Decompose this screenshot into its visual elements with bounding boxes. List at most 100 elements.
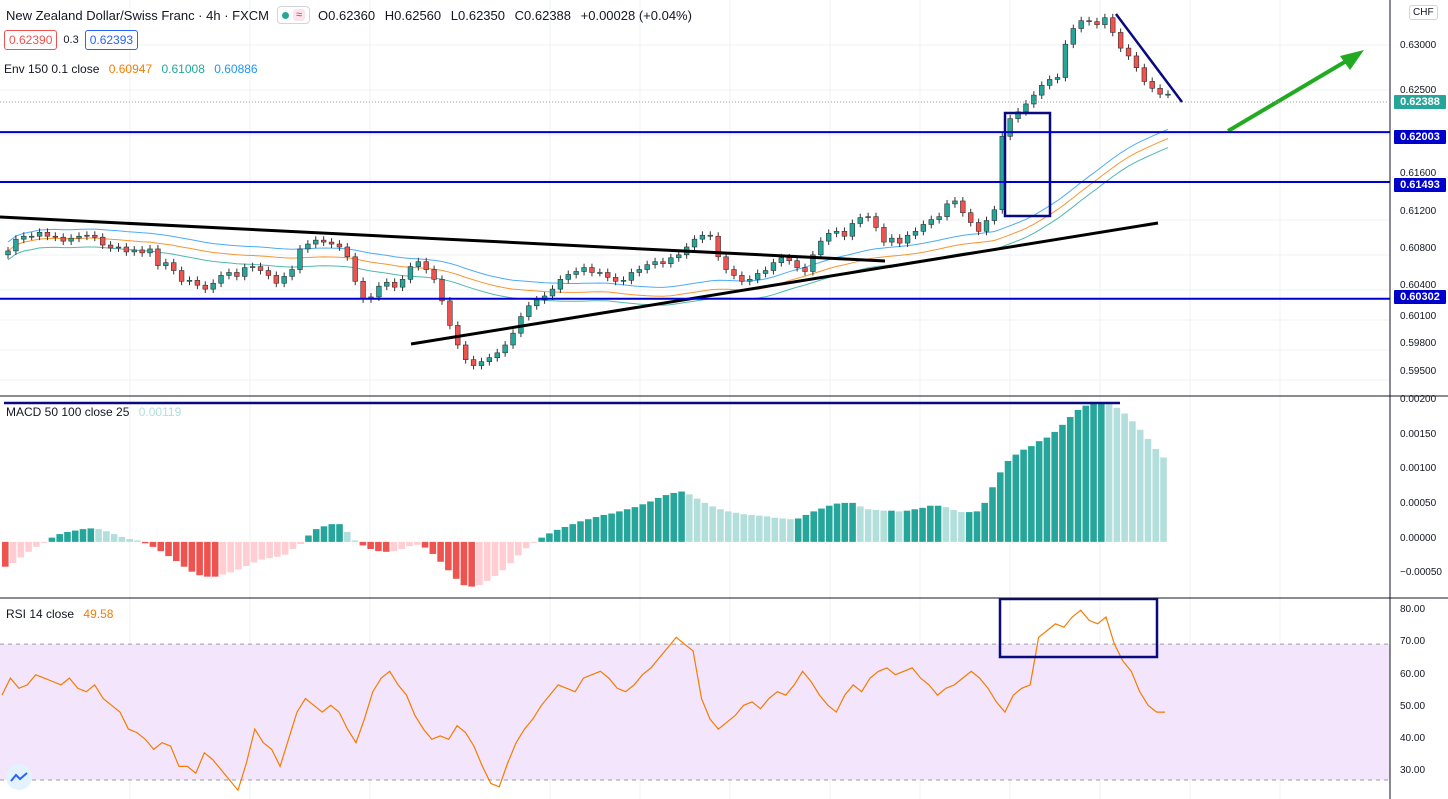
candle-body <box>731 269 737 276</box>
macd-bar <box>942 507 950 542</box>
macd-bar <box>336 524 343 542</box>
candle-body <box>644 264 650 270</box>
macd-bar <box>1121 413 1128 542</box>
candle-body <box>305 243 311 250</box>
macd-bar <box>996 472 1004 542</box>
macd-bar <box>126 539 133 542</box>
macd-bar <box>390 541 398 552</box>
macd-bar <box>1113 407 1121 542</box>
candle-body <box>1157 87 1163 95</box>
candle-body <box>399 279 406 288</box>
macd-bar <box>522 541 530 549</box>
candle-body <box>873 216 879 228</box>
candle-body <box>273 275 279 284</box>
candle-body <box>502 344 508 354</box>
candle-body <box>889 237 895 243</box>
macd-bar <box>406 541 413 547</box>
macd-value: 0.00119 <box>138 405 182 419</box>
envelope-legend[interactable]: Env 150 0.1 close 0.60947 0.61008 0.6088… <box>4 62 258 76</box>
macd-bar <box>452 541 460 579</box>
macd-bar <box>56 534 63 542</box>
candle-body <box>52 235 59 238</box>
macd-bar <box>281 541 289 555</box>
candle-body <box>328 241 335 245</box>
macd-bar <box>1090 403 1097 542</box>
candle-body <box>1102 17 1108 25</box>
lower-trendline[interactable] <box>410 221 1159 346</box>
macd-bar <box>1051 431 1058 542</box>
candle-body <box>494 352 500 359</box>
macd-bar <box>538 537 545 542</box>
symbol-title[interactable]: New Zealand Dollar/Swiss Franc · 4h · FX… <box>6 7 269 23</box>
candle-body <box>802 267 808 272</box>
macd-bar <box>64 531 71 542</box>
candle-body <box>991 209 998 221</box>
candle-body <box>944 203 950 217</box>
candle-body <box>534 299 540 307</box>
macd-bar <box>204 541 211 577</box>
macd-bar <box>833 503 841 542</box>
macd-bar <box>437 541 444 562</box>
candle-body <box>1149 81 1155 89</box>
candle-body <box>1133 55 1140 69</box>
candle-body <box>234 272 240 277</box>
macd-bar <box>654 497 662 542</box>
macd-bar <box>297 541 304 545</box>
macd-bar <box>507 541 514 564</box>
macd-bar <box>320 526 328 542</box>
macd-legend[interactable]: MACD 50 100 close 25 0.00119 <box>6 405 181 419</box>
macd-bar <box>17 541 25 558</box>
rsi-series[interactable] <box>1 609 1165 792</box>
currency-badge[interactable]: CHF <box>1409 5 1438 20</box>
candle-body <box>794 260 800 268</box>
candle-body <box>44 232 51 237</box>
macd-bar <box>810 511 817 542</box>
drawings-layer[interactable] <box>0 13 1364 659</box>
rsi-overbought-box[interactable] <box>998 597 1159 659</box>
breakout-box[interactable] <box>1003 111 1052 218</box>
macd-bar <box>553 529 561 542</box>
candle-body <box>431 269 437 280</box>
macd-bar <box>864 509 872 542</box>
buy-button[interactable]: 0.62393 <box>84 30 139 50</box>
candle-body <box>1078 20 1084 29</box>
rsi-tick: 50.00 <box>1400 701 1426 712</box>
candle-body <box>573 271 579 275</box>
macd-bar <box>1004 461 1012 542</box>
candle-body <box>439 279 445 302</box>
macd-bar <box>616 511 623 542</box>
candle-body <box>691 238 698 248</box>
macd-bar <box>235 541 242 570</box>
macd-bar <box>180 541 188 567</box>
macd-bar <box>763 516 771 542</box>
candle-body <box>628 272 635 281</box>
macd-tick: 0.00200 <box>1400 394 1437 405</box>
candle-body <box>486 357 493 362</box>
sell-button[interactable]: 0.62390 <box>4 30 58 50</box>
macd-bar <box>227 541 234 573</box>
macd-bar <box>724 511 732 542</box>
rsi-legend[interactable]: RSI 14 close 49.58 <box>6 607 113 621</box>
candle-body <box>178 270 185 282</box>
upper-trendline[interactable] <box>0 215 886 263</box>
macd-histogram[interactable] <box>2 402 1167 587</box>
macd-bar <box>328 524 336 542</box>
candle-body <box>384 281 390 287</box>
macd-bar <box>196 541 203 576</box>
macd-bar <box>577 521 584 542</box>
candlestick-series[interactable] <box>5 13 1171 370</box>
macd-bar <box>173 541 180 562</box>
descending-trendline[interactable] <box>1115 13 1183 103</box>
up-arrow-icon[interactable] <box>1226 50 1364 133</box>
macd-bar <box>670 492 678 542</box>
macd-bar <box>530 541 538 543</box>
macd-bar <box>165 541 172 557</box>
macd-bar <box>1020 449 1027 542</box>
macd-tick: 0.00050 <box>1400 498 1437 509</box>
rsi-value: 49.58 <box>83 607 114 621</box>
status-pill[interactable]: ≈ <box>276 6 311 24</box>
horizontal-levels[interactable] <box>0 131 1390 300</box>
tradingview-logo-icon[interactable] <box>6 764 32 790</box>
